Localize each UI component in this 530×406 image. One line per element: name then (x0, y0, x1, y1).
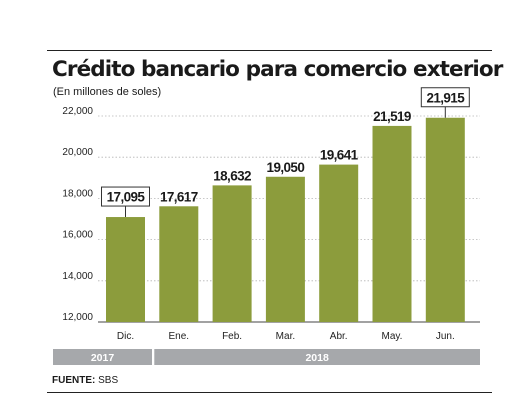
data-label: 17,617 (160, 189, 198, 204)
top-rule (47, 50, 492, 51)
x-tick-label: May. (382, 331, 403, 342)
bar (212, 185, 252, 322)
data-label: 19,641 (320, 148, 359, 163)
year-label: 2017 (91, 352, 115, 364)
x-tick-label: Feb. (222, 331, 242, 342)
source-text: SBS (95, 375, 119, 386)
bar (425, 117, 465, 322)
x-tick-label: Mar. (276, 331, 295, 342)
data-label: 19,050 (267, 160, 305, 175)
chart-subtitle: (En millones de soles) (53, 86, 162, 98)
year-label: 2018 (305, 352, 329, 364)
data-label: 17,095 (107, 190, 146, 205)
chart-title: Crédito bancario para comercio exterior (52, 57, 503, 82)
year-band (53, 349, 152, 365)
source-note: FUENTE: SBS (52, 375, 118, 386)
x-tick-label: Dic. (117, 331, 134, 342)
source-label: FUENTE: (52, 375, 96, 386)
bar (265, 176, 305, 322)
bar (159, 206, 199, 322)
year-band (154, 349, 481, 365)
y-tick-label: 22,000 (62, 106, 93, 117)
data-label: 21,915 (426, 90, 465, 105)
y-tick-label: 12,000 (62, 312, 93, 323)
x-tick-label: Ene. (169, 331, 190, 342)
x-tick-label: Jun. (436, 331, 455, 342)
y-tick-label: 18,000 (62, 188, 93, 199)
y-tick-label: 20,000 (62, 147, 93, 158)
y-tick-label: 14,000 (62, 271, 93, 282)
bottom-rule (47, 392, 492, 393)
bar (319, 164, 359, 322)
bar (372, 125, 412, 322)
bar (106, 217, 145, 322)
data-label: 18,632 (213, 168, 251, 183)
x-tick-label: Abr. (330, 331, 348, 342)
y-tick-label: 16,000 (62, 230, 93, 241)
data-label: 21,519 (373, 109, 411, 124)
